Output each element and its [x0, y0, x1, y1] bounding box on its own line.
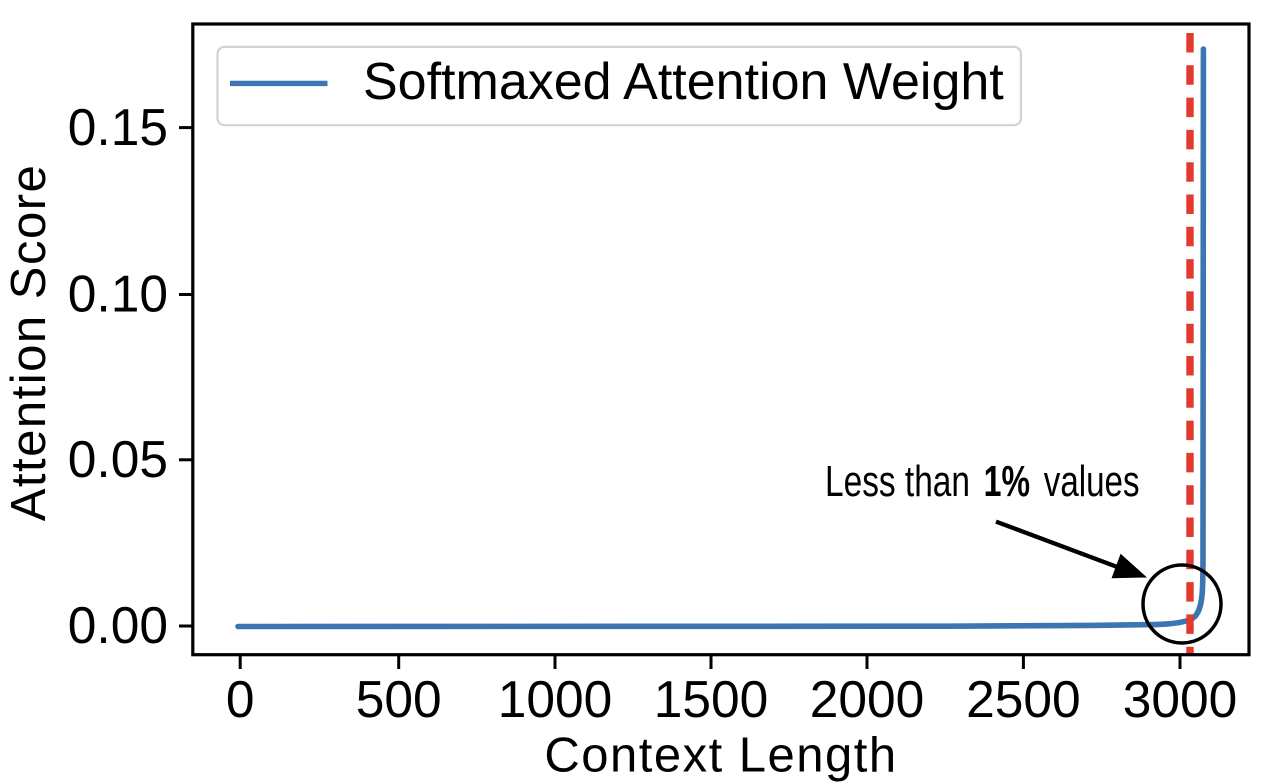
svg-text:2500: 2500 [966, 670, 1081, 728]
svg-text:0.00: 0.00 [68, 596, 168, 654]
svg-text:3000: 3000 [1123, 670, 1238, 728]
svg-text:1%: 1% [984, 457, 1030, 506]
svg-text:0: 0 [226, 670, 255, 728]
svg-text:0.05: 0.05 [68, 430, 168, 488]
svg-text:values: values [1044, 457, 1140, 506]
svg-text:Context Length: Context Length [544, 729, 897, 783]
svg-text:Less than: Less than [825, 457, 970, 506]
svg-text:2000: 2000 [810, 670, 925, 728]
svg-text:1500: 1500 [654, 670, 769, 728]
svg-text:0.10: 0.10 [68, 265, 168, 323]
svg-text:500: 500 [356, 670, 442, 728]
svg-text:Softmaxed Attention Weight: Softmaxed Attention Weight [363, 53, 1004, 111]
svg-text:Attention Score: Attention Score [2, 164, 56, 522]
svg-text:0.15: 0.15 [68, 98, 168, 156]
svg-text:1000: 1000 [498, 670, 613, 728]
